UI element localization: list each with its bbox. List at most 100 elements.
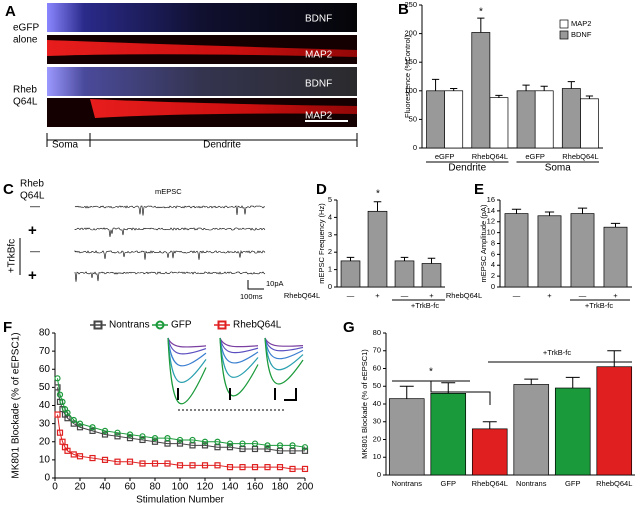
bar <box>471 32 491 149</box>
bar <box>340 260 361 288</box>
x-tick-label: + <box>547 291 552 300</box>
region-label: Soma <box>52 140 79 151</box>
error-bar <box>565 376 580 389</box>
y-axis-label: mEPSC Amplitude (pA) <box>479 204 488 282</box>
error-bar <box>427 257 436 264</box>
error-bar <box>610 222 621 228</box>
y-tick-label: 30 <box>39 418 51 429</box>
y-tick-label: 70 <box>39 346 51 357</box>
point <box>54 375 61 382</box>
point <box>64 447 71 454</box>
y-axis-label: MK801 Blockade (% of eEPSC1) <box>360 349 369 459</box>
point <box>70 416 77 424</box>
legend-swatch <box>559 30 569 40</box>
x-tick-label: GFP <box>565 479 580 488</box>
bar <box>430 393 467 476</box>
row-label: Rheb <box>13 85 37 96</box>
point <box>201 442 209 449</box>
x-tick-label: RhebQ64L <box>562 152 598 161</box>
y-tick-label: 60 <box>373 363 381 372</box>
error-bar <box>511 208 522 214</box>
x-axis-label: RhebQ64L <box>446 291 482 300</box>
scale-label: 10pA <box>266 279 284 288</box>
y-tick-label: 0 <box>377 470 381 479</box>
x-tick-label: — <box>579 291 587 300</box>
legend-label: Nontrans <box>109 320 150 331</box>
sign: — <box>30 247 40 258</box>
bar <box>516 90 536 149</box>
point <box>214 462 221 469</box>
bdnf-image <box>47 67 357 96</box>
point <box>214 438 221 445</box>
point <box>289 442 296 449</box>
x-tick-label: RhebQ64L <box>472 152 508 161</box>
region-bracket <box>46 133 358 147</box>
inset-trace <box>167 337 207 405</box>
point <box>56 429 64 436</box>
x-tick-label: 200 <box>297 482 314 493</box>
point <box>114 433 121 440</box>
point <box>189 462 196 469</box>
error-bar <box>524 378 539 385</box>
annotation: +TrkB-fc <box>543 348 572 357</box>
point <box>239 464 246 471</box>
point <box>139 460 146 467</box>
series-line <box>57 414 305 470</box>
annotation: * <box>429 367 433 378</box>
point <box>251 440 259 447</box>
panel-label: A <box>5 3 16 20</box>
y-tick-label: 6 <box>491 249 495 258</box>
y-tick-label: 50 <box>373 381 381 390</box>
y-tick-label: 80 <box>373 328 381 337</box>
scale-bar <box>247 280 264 290</box>
point <box>89 424 96 431</box>
annotation: +TrkB-fc <box>585 301 614 310</box>
stain-label: BDNF <box>305 14 332 25</box>
inset-trace <box>219 337 259 397</box>
legend-label: MAP2 <box>571 19 591 28</box>
current-trace <box>74 227 266 237</box>
point <box>251 464 259 471</box>
y-tick-label: 30 <box>373 417 381 426</box>
x-tick-label: eGFP <box>435 152 455 161</box>
error-bar <box>373 201 382 212</box>
y-tick-label: 250 <box>404 0 417 9</box>
panel-label: F <box>3 319 12 336</box>
error-bar <box>399 385 414 399</box>
trace-title: mEPSC <box>155 187 182 196</box>
panel-label: B <box>398 1 409 18</box>
condition-label: Rheb <box>20 179 44 190</box>
point <box>114 429 121 436</box>
point <box>59 398 66 405</box>
y-tick-label: 2 <box>491 271 495 280</box>
point <box>54 411 61 418</box>
point <box>64 409 71 416</box>
y-tick-label: 14 <box>487 206 495 215</box>
bar <box>367 210 388 288</box>
series-line <box>57 378 306 448</box>
point <box>126 431 134 438</box>
y-axis-label: Fluorescence (%Control) <box>403 35 412 118</box>
dendrite-stain <box>47 40 357 57</box>
bar <box>534 90 554 149</box>
x-tick-label: 40 <box>99 482 111 493</box>
y-tick-label: 0 <box>413 143 417 152</box>
point <box>189 436 196 444</box>
y-tick-label: 1 <box>328 265 332 274</box>
bar <box>444 90 464 149</box>
point <box>301 465 309 473</box>
x-tick-label: 180 <box>272 482 289 493</box>
point <box>151 438 159 445</box>
inset-trace <box>167 337 207 367</box>
bar <box>603 226 628 288</box>
point <box>139 433 146 440</box>
x-tick-label: — <box>513 291 521 300</box>
error-bar <box>544 211 555 216</box>
error-bar <box>477 17 485 33</box>
point <box>56 391 64 398</box>
bar <box>489 97 509 149</box>
y-tick-label: 0 <box>44 473 50 484</box>
point <box>201 462 209 469</box>
x-tick-label: RhebQ64L <box>472 479 508 488</box>
treatment-label: +TrkBfc <box>7 239 18 273</box>
